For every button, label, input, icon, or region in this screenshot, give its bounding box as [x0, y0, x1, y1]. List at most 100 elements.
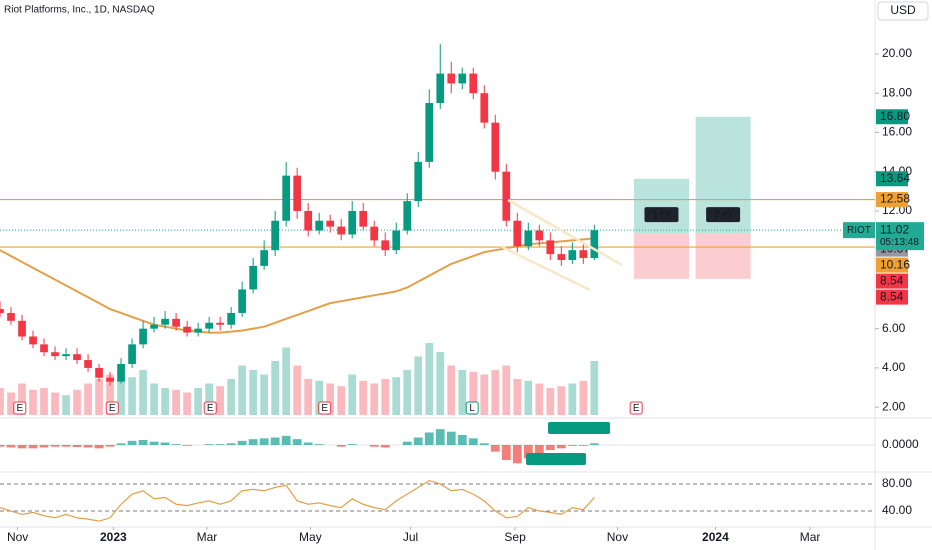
event-marker [13, 401, 27, 415]
macd-bar [72, 445, 82, 447]
y-tick-label: 16.00 [882, 125, 912, 139]
volume-bar [62, 395, 70, 415]
volume-bar [161, 388, 169, 415]
volume-bar [546, 388, 555, 415]
macd-bar [270, 437, 280, 445]
volume-bar [326, 383, 335, 415]
last-price: 11.02 [880, 222, 909, 236]
position-label: 1 r/r [653, 210, 671, 221]
volume-bar [18, 383, 26, 415]
macd-bar [160, 442, 170, 445]
price-label: 8.54 [880, 289, 904, 303]
y-tick-label: 6.00 [882, 321, 906, 335]
volume-bar [139, 370, 147, 415]
position-label-box [644, 207, 679, 223]
candle-body [161, 318, 169, 325]
volume-bar [0, 388, 4, 415]
price-label: 16.80 [880, 109, 910, 123]
candle-body [502, 171, 511, 221]
currency-button[interactable] [877, 1, 929, 21]
macd-bar [215, 444, 225, 445]
volume-bar [381, 379, 390, 415]
event-label: E [207, 403, 214, 414]
candle-body [447, 73, 456, 84]
candle-body [106, 377, 114, 382]
candle-body [205, 322, 213, 329]
macd-bar [567, 445, 577, 446]
indicator-tag [526, 453, 586, 465]
volume-bar [370, 383, 379, 415]
candle-body [260, 250, 269, 266]
candle-body [348, 210, 357, 235]
macd-bar [589, 443, 599, 445]
macd-bar [479, 443, 489, 445]
volume-bar [216, 386, 224, 415]
macd-bar [94, 445, 104, 449]
macd-bar [248, 439, 258, 445]
y-tick-label: 4.00 [882, 360, 906, 374]
volume-bar [172, 389, 180, 415]
volume-bar [535, 383, 544, 415]
volume-bar [260, 374, 269, 415]
volume-bar [150, 383, 158, 415]
volume-bar [238, 365, 246, 415]
x-tick-label: Sep [504, 530, 526, 544]
macd-bar [204, 444, 214, 445]
volume-bar [106, 374, 114, 415]
volume-bar [51, 392, 59, 415]
candle-body [150, 324, 158, 329]
rsi-tick-label: 40.00 [882, 503, 912, 517]
x-tick-label: Jul [403, 530, 418, 544]
macd-bar [259, 438, 269, 445]
macd-bar [281, 435, 291, 445]
event-label: E [109, 403, 116, 414]
candle-body [403, 201, 412, 231]
candle-body [381, 240, 390, 251]
candle-body [271, 220, 280, 251]
price-label: 8.54 [880, 273, 904, 287]
volume-bar [502, 365, 511, 415]
macd-bar [413, 437, 423, 445]
candle-body [249, 265, 257, 290]
macd-bar [105, 445, 115, 447]
volume-bar [447, 365, 456, 415]
event-marker [629, 401, 643, 415]
macd-bar [149, 441, 159, 445]
macd-bar [435, 429, 445, 445]
candle-body [458, 73, 467, 84]
price-label-box [876, 192, 908, 208]
x-tick-label: Mar [197, 530, 218, 544]
macd-tick-label: 0.0000 [882, 437, 919, 451]
candle-body [194, 328, 202, 333]
volume-bar [194, 388, 202, 415]
macd-bar [578, 445, 588, 446]
x-tick-label: May [299, 530, 322, 544]
candle-body [359, 210, 368, 227]
volume-bar [436, 352, 445, 415]
volume-bar [315, 380, 324, 415]
volume-bar [579, 380, 588, 415]
volume-bar [271, 361, 280, 415]
macd-bar [424, 432, 434, 445]
candle-body [557, 254, 566, 260]
volume-bar [84, 383, 92, 415]
triangle-upper [507, 198, 623, 267]
macd-bar [237, 440, 247, 445]
candle-body [513, 220, 522, 247]
price-label: 12.58 [880, 192, 910, 206]
macd-bar [457, 435, 467, 445]
macd-bar [292, 439, 302, 445]
candle-body [535, 230, 544, 241]
volume-bar [359, 380, 368, 415]
candle-body [40, 344, 48, 353]
macd-bar [347, 444, 357, 445]
last-price-box [876, 222, 924, 251]
chart-title: Riot Platforms, Inc., 1D, NASDAQ [4, 5, 155, 16]
volume-bar [29, 389, 37, 415]
currency[interactable]: USD [890, 3, 916, 17]
volume-bar [128, 377, 136, 415]
candle-body [18, 320, 26, 337]
volume-bar [557, 386, 566, 415]
